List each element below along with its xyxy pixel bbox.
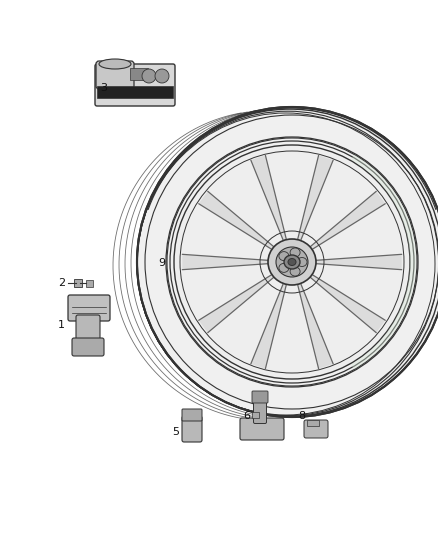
Text: 6: 6 (243, 411, 250, 421)
FancyBboxPatch shape (76, 315, 100, 344)
FancyBboxPatch shape (254, 399, 266, 424)
Ellipse shape (290, 267, 300, 276)
FancyBboxPatch shape (182, 409, 202, 421)
Bar (74, 279, 82, 287)
Polygon shape (251, 155, 286, 240)
Polygon shape (311, 191, 385, 249)
Ellipse shape (268, 239, 316, 285)
Polygon shape (298, 155, 333, 240)
Text: 5: 5 (172, 427, 179, 437)
FancyBboxPatch shape (68, 295, 110, 321)
Polygon shape (251, 284, 286, 369)
FancyBboxPatch shape (182, 416, 202, 442)
Ellipse shape (279, 252, 289, 261)
Text: 9: 9 (158, 258, 165, 268)
FancyBboxPatch shape (95, 64, 175, 106)
Ellipse shape (284, 255, 300, 269)
FancyBboxPatch shape (240, 418, 284, 440)
Polygon shape (311, 274, 385, 333)
Text: 3: 3 (100, 83, 107, 93)
Ellipse shape (155, 69, 169, 83)
FancyBboxPatch shape (304, 420, 328, 438)
Ellipse shape (297, 257, 307, 266)
FancyBboxPatch shape (252, 391, 268, 403)
Bar (86, 280, 93, 287)
Ellipse shape (174, 145, 410, 379)
Ellipse shape (137, 107, 438, 417)
Bar (307, 420, 319, 426)
Bar (252, 412, 259, 418)
FancyBboxPatch shape (72, 338, 104, 356)
Polygon shape (182, 254, 268, 270)
Polygon shape (199, 191, 274, 249)
Ellipse shape (276, 247, 308, 277)
Text: 8: 8 (298, 411, 305, 421)
Ellipse shape (290, 248, 300, 257)
Polygon shape (199, 274, 274, 333)
Bar (130, 68, 148, 80)
Ellipse shape (142, 69, 156, 83)
Polygon shape (316, 254, 402, 270)
Polygon shape (351, 155, 416, 369)
Ellipse shape (288, 259, 296, 265)
Text: 2: 2 (58, 278, 65, 288)
FancyBboxPatch shape (96, 61, 134, 89)
Text: 1: 1 (58, 320, 65, 330)
Polygon shape (298, 284, 333, 369)
Ellipse shape (279, 263, 289, 272)
Bar (97, 86, 173, 98)
Ellipse shape (99, 59, 131, 69)
